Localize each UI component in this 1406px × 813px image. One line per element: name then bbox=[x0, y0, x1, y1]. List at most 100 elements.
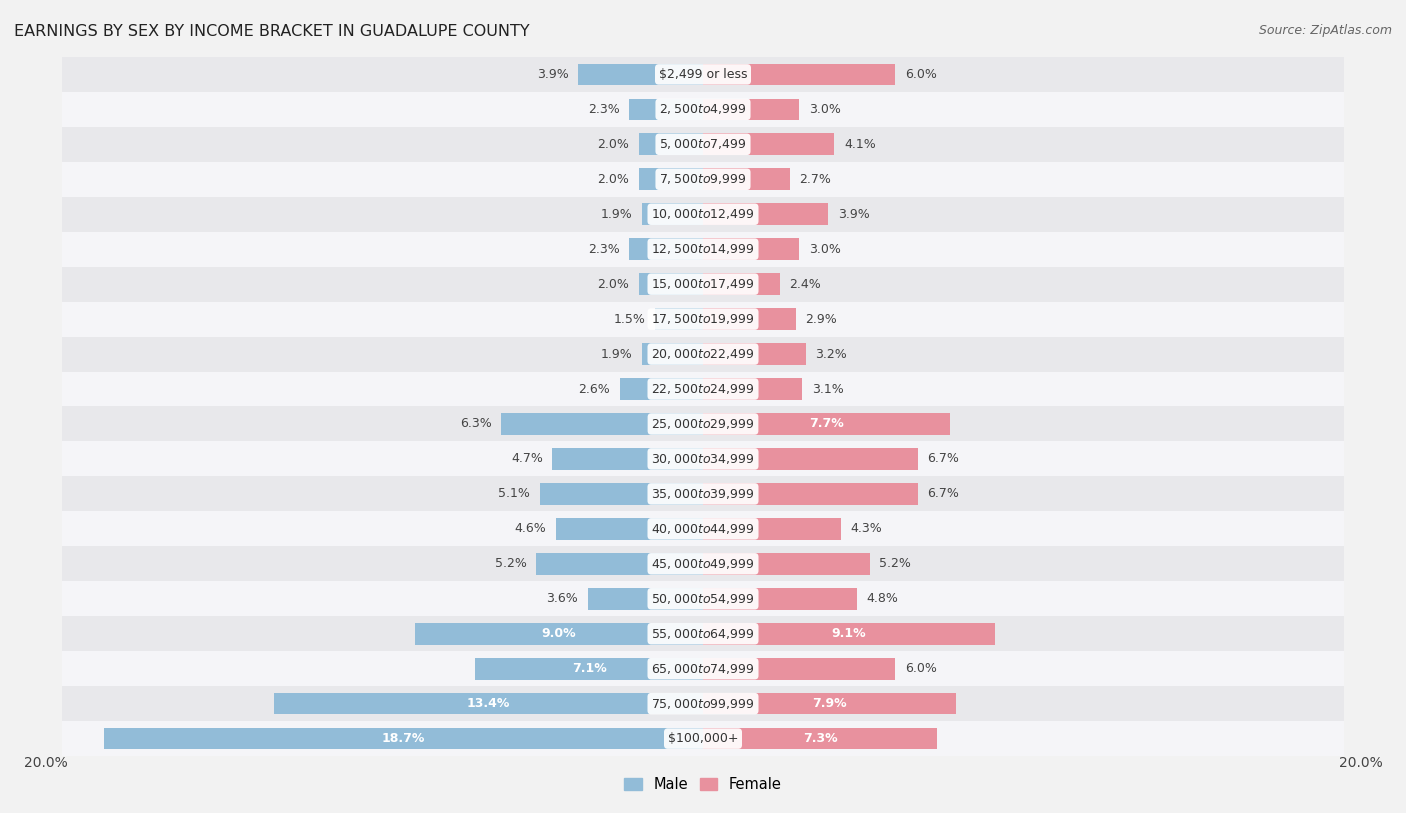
Bar bbox=[703, 413, 949, 435]
Text: 3.2%: 3.2% bbox=[815, 348, 846, 360]
Bar bbox=[62, 406, 1344, 441]
Text: $40,000 to $44,999: $40,000 to $44,999 bbox=[651, 522, 755, 536]
Bar bbox=[703, 133, 834, 155]
Bar bbox=[703, 378, 803, 400]
Bar bbox=[638, 168, 703, 190]
Bar bbox=[62, 127, 1344, 162]
Text: 6.7%: 6.7% bbox=[928, 488, 959, 500]
Text: 13.4%: 13.4% bbox=[467, 698, 510, 710]
Text: $45,000 to $49,999: $45,000 to $49,999 bbox=[651, 557, 755, 571]
Text: 5.2%: 5.2% bbox=[495, 558, 527, 570]
Bar bbox=[475, 658, 703, 680]
Text: 7.1%: 7.1% bbox=[572, 663, 606, 675]
Text: 3.1%: 3.1% bbox=[811, 383, 844, 395]
Text: 4.7%: 4.7% bbox=[510, 453, 543, 465]
Bar bbox=[553, 448, 703, 470]
Text: 3.6%: 3.6% bbox=[547, 593, 578, 605]
Bar bbox=[638, 133, 703, 155]
Bar bbox=[62, 337, 1344, 372]
Bar bbox=[62, 302, 1344, 337]
Text: $55,000 to $64,999: $55,000 to $64,999 bbox=[651, 627, 755, 641]
Bar bbox=[703, 273, 780, 295]
Text: $35,000 to $39,999: $35,000 to $39,999 bbox=[651, 487, 755, 501]
Text: 3.9%: 3.9% bbox=[838, 208, 869, 220]
Bar bbox=[655, 308, 703, 330]
Bar bbox=[703, 98, 799, 120]
Bar bbox=[703, 553, 870, 575]
Text: 4.8%: 4.8% bbox=[866, 593, 898, 605]
Text: 20.0%: 20.0% bbox=[1339, 756, 1382, 770]
Bar bbox=[703, 63, 896, 85]
Text: 1.9%: 1.9% bbox=[600, 208, 633, 220]
Bar bbox=[703, 448, 918, 470]
Text: Source: ZipAtlas.com: Source: ZipAtlas.com bbox=[1258, 24, 1392, 37]
Bar bbox=[104, 728, 703, 750]
Text: $25,000 to $29,999: $25,000 to $29,999 bbox=[651, 417, 755, 431]
Text: 2.9%: 2.9% bbox=[806, 313, 838, 325]
Text: 5.2%: 5.2% bbox=[879, 558, 911, 570]
Text: $17,500 to $19,999: $17,500 to $19,999 bbox=[651, 312, 755, 326]
Text: 18.7%: 18.7% bbox=[381, 733, 425, 745]
Text: $12,500 to $14,999: $12,500 to $14,999 bbox=[651, 242, 755, 256]
Bar bbox=[62, 511, 1344, 546]
Bar bbox=[62, 651, 1344, 686]
Legend: Male, Female: Male, Female bbox=[619, 771, 787, 798]
Text: 3.0%: 3.0% bbox=[808, 103, 841, 115]
Bar bbox=[415, 623, 703, 645]
Text: $10,000 to $12,499: $10,000 to $12,499 bbox=[651, 207, 755, 221]
Bar bbox=[62, 92, 1344, 127]
Text: 5.1%: 5.1% bbox=[498, 488, 530, 500]
Text: 2.3%: 2.3% bbox=[588, 103, 620, 115]
Bar bbox=[62, 441, 1344, 476]
Bar bbox=[703, 518, 841, 540]
Bar bbox=[703, 588, 856, 610]
Text: 9.0%: 9.0% bbox=[541, 628, 576, 640]
Bar bbox=[62, 232, 1344, 267]
Bar bbox=[703, 203, 828, 225]
Text: 7.7%: 7.7% bbox=[808, 418, 844, 430]
Text: 4.6%: 4.6% bbox=[515, 523, 546, 535]
Bar bbox=[62, 721, 1344, 756]
Text: 7.3%: 7.3% bbox=[803, 733, 837, 745]
Bar bbox=[578, 63, 703, 85]
Text: $20,000 to $22,499: $20,000 to $22,499 bbox=[651, 347, 755, 361]
Text: $22,500 to $24,999: $22,500 to $24,999 bbox=[651, 382, 755, 396]
Bar bbox=[62, 57, 1344, 92]
Text: 3.0%: 3.0% bbox=[808, 243, 841, 255]
Text: $65,000 to $74,999: $65,000 to $74,999 bbox=[651, 662, 755, 676]
Bar bbox=[62, 476, 1344, 511]
Bar bbox=[62, 372, 1344, 406]
Text: $30,000 to $34,999: $30,000 to $34,999 bbox=[651, 452, 755, 466]
Bar bbox=[501, 413, 703, 435]
Bar bbox=[703, 483, 918, 505]
Bar bbox=[703, 238, 799, 260]
Text: $15,000 to $17,499: $15,000 to $17,499 bbox=[651, 277, 755, 291]
Bar bbox=[62, 197, 1344, 232]
Bar bbox=[536, 553, 703, 575]
Bar bbox=[703, 623, 994, 645]
Text: 6.3%: 6.3% bbox=[460, 418, 492, 430]
Bar bbox=[703, 693, 956, 715]
Text: $75,000 to $99,999: $75,000 to $99,999 bbox=[651, 697, 755, 711]
Bar bbox=[643, 203, 703, 225]
Text: $100,000+: $100,000+ bbox=[668, 733, 738, 745]
Text: 4.1%: 4.1% bbox=[844, 138, 876, 150]
Bar bbox=[62, 616, 1344, 651]
Bar bbox=[62, 267, 1344, 302]
Bar bbox=[555, 518, 703, 540]
Bar bbox=[588, 588, 703, 610]
Bar bbox=[703, 728, 936, 750]
Text: 2.0%: 2.0% bbox=[598, 278, 630, 290]
Text: 1.5%: 1.5% bbox=[613, 313, 645, 325]
Bar bbox=[62, 162, 1344, 197]
Bar bbox=[703, 658, 896, 680]
Text: 2.0%: 2.0% bbox=[598, 173, 630, 185]
Text: 3.9%: 3.9% bbox=[537, 68, 568, 80]
Text: 20.0%: 20.0% bbox=[24, 756, 67, 770]
Text: 2.6%: 2.6% bbox=[578, 383, 610, 395]
Text: $7,500 to $9,999: $7,500 to $9,999 bbox=[659, 172, 747, 186]
Bar bbox=[62, 546, 1344, 581]
Text: 4.3%: 4.3% bbox=[851, 523, 882, 535]
Text: 1.9%: 1.9% bbox=[600, 348, 633, 360]
Text: 2.0%: 2.0% bbox=[598, 138, 630, 150]
